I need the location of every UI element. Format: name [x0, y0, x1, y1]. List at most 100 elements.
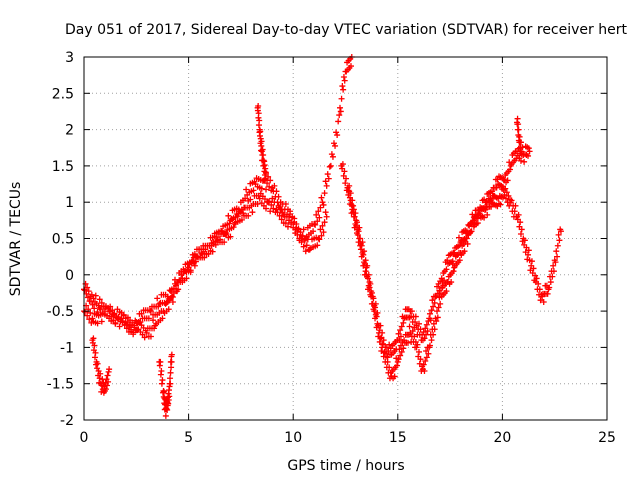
data-point-track-b — [209, 248, 216, 255]
data-point-track-c — [378, 348, 385, 355]
data-point-track-c — [394, 362, 401, 369]
data-point-track-c — [521, 158, 528, 165]
data-point-spike-21h — [518, 148, 525, 155]
data-point-track-c — [425, 350, 432, 357]
data-point-track-d — [346, 182, 353, 189]
data-point-track-c — [406, 323, 413, 330]
data-point-spike-early — [97, 370, 104, 377]
data-point-track-d — [400, 319, 407, 326]
x-tick-label: 5 — [184, 430, 193, 446]
data-point-track-b — [191, 262, 198, 269]
data-point-track-a — [323, 182, 330, 189]
data-point-track-d — [536, 286, 543, 293]
data-point-track-d — [502, 185, 509, 192]
data-point-track-b — [108, 313, 115, 320]
data-point-track-d — [503, 189, 510, 196]
data-point-track-b — [138, 310, 145, 317]
data-point-track-b — [267, 208, 274, 215]
data-point-spike-4h — [168, 358, 175, 365]
y-tick-label: -1.5 — [47, 377, 74, 393]
data-point-track-a — [94, 309, 101, 316]
data-point-track-a — [193, 253, 200, 260]
data-point-track-d — [475, 207, 482, 214]
data-point-track-d — [484, 211, 491, 218]
data-point-track-d — [360, 251, 367, 258]
data-point-track-d — [481, 214, 488, 221]
data-point-track-b — [275, 202, 282, 209]
data-point-track-b — [89, 315, 96, 322]
data-point-spike-8h — [255, 103, 262, 110]
data-point-spike-early — [102, 386, 109, 393]
data-point-track-c — [409, 328, 416, 335]
data-point-track-c — [431, 326, 438, 333]
data-point-track-c — [437, 300, 444, 307]
data-point-track-b — [179, 275, 186, 282]
data-point-track-a — [92, 292, 99, 299]
data-point-spike-4h — [162, 412, 169, 419]
data-point-track-d — [426, 310, 433, 317]
data-point-track-c — [341, 168, 348, 175]
data-point-track-d — [356, 224, 363, 231]
data-point-track-d — [535, 280, 542, 287]
data-point-track-c — [343, 175, 350, 182]
data-point-track-b — [317, 226, 324, 233]
data-point-track-b — [112, 320, 119, 327]
data-point-track-b — [146, 307, 153, 314]
data-point-track-c — [434, 314, 441, 321]
data-point-track-c — [413, 344, 420, 351]
data-point-track-b — [197, 254, 204, 261]
data-point-track-b — [187, 267, 194, 274]
data-point-track-a — [88, 291, 95, 298]
data-point-track-c — [376, 338, 383, 345]
data-point-track-b — [279, 210, 286, 217]
data-point-track-a — [96, 296, 103, 303]
data-point-track-d — [515, 211, 522, 218]
data-point-track-b — [137, 318, 144, 325]
data-point-spike-early — [104, 372, 111, 379]
data-point-track-c — [433, 318, 440, 325]
data-point-track-a — [325, 175, 332, 182]
data-point-track-d — [374, 309, 381, 316]
data-point-track-d — [437, 284, 444, 291]
data-point-track-d — [552, 259, 559, 266]
data-point-spike-8h — [256, 117, 263, 124]
data-point-track-b — [323, 213, 330, 220]
data-point-track-d — [412, 313, 419, 320]
data-point-track-a — [226, 220, 233, 227]
data-point-spike-8h — [257, 128, 264, 135]
data-point-track-d — [351, 213, 358, 220]
data-point-track-a — [334, 132, 341, 139]
data-point-track-d — [469, 211, 476, 218]
data-point-track-d — [355, 228, 362, 235]
data-point-track-c — [504, 177, 511, 184]
data-point-spike-early — [105, 378, 112, 385]
data-point-track-b — [106, 308, 113, 315]
data-point-track-c — [411, 333, 418, 340]
data-point-track-b — [314, 242, 321, 249]
data-point-track-a — [91, 305, 98, 312]
data-point-spike-early — [90, 335, 97, 342]
data-point-spike-4h — [168, 351, 175, 358]
data-point-track-a — [326, 163, 333, 170]
data-point-track-d — [350, 206, 357, 213]
data-point-track-a — [321, 190, 328, 197]
data-point-track-b — [291, 215, 298, 222]
data-point-track-d — [431, 299, 438, 306]
data-point-track-b — [163, 299, 170, 306]
data-point-track-d — [553, 248, 560, 255]
data-point-track-d — [525, 247, 532, 254]
data-point-track-c — [398, 348, 405, 355]
y-tick-label: 3 — [65, 50, 74, 66]
data-point-spike-8h — [257, 135, 264, 142]
data-point-track-d — [372, 300, 379, 307]
data-point-track-b — [295, 226, 302, 233]
data-point-track-b — [322, 209, 329, 216]
data-point-track-d — [454, 251, 461, 258]
y-axis-label: SDTVAR / TECUs — [8, 182, 24, 297]
data-point-track-b — [239, 210, 246, 217]
data-point-track-d — [367, 280, 374, 287]
data-point-track-b — [319, 222, 326, 229]
data-point-track-b — [283, 213, 290, 220]
data-point-track-a — [242, 195, 249, 202]
